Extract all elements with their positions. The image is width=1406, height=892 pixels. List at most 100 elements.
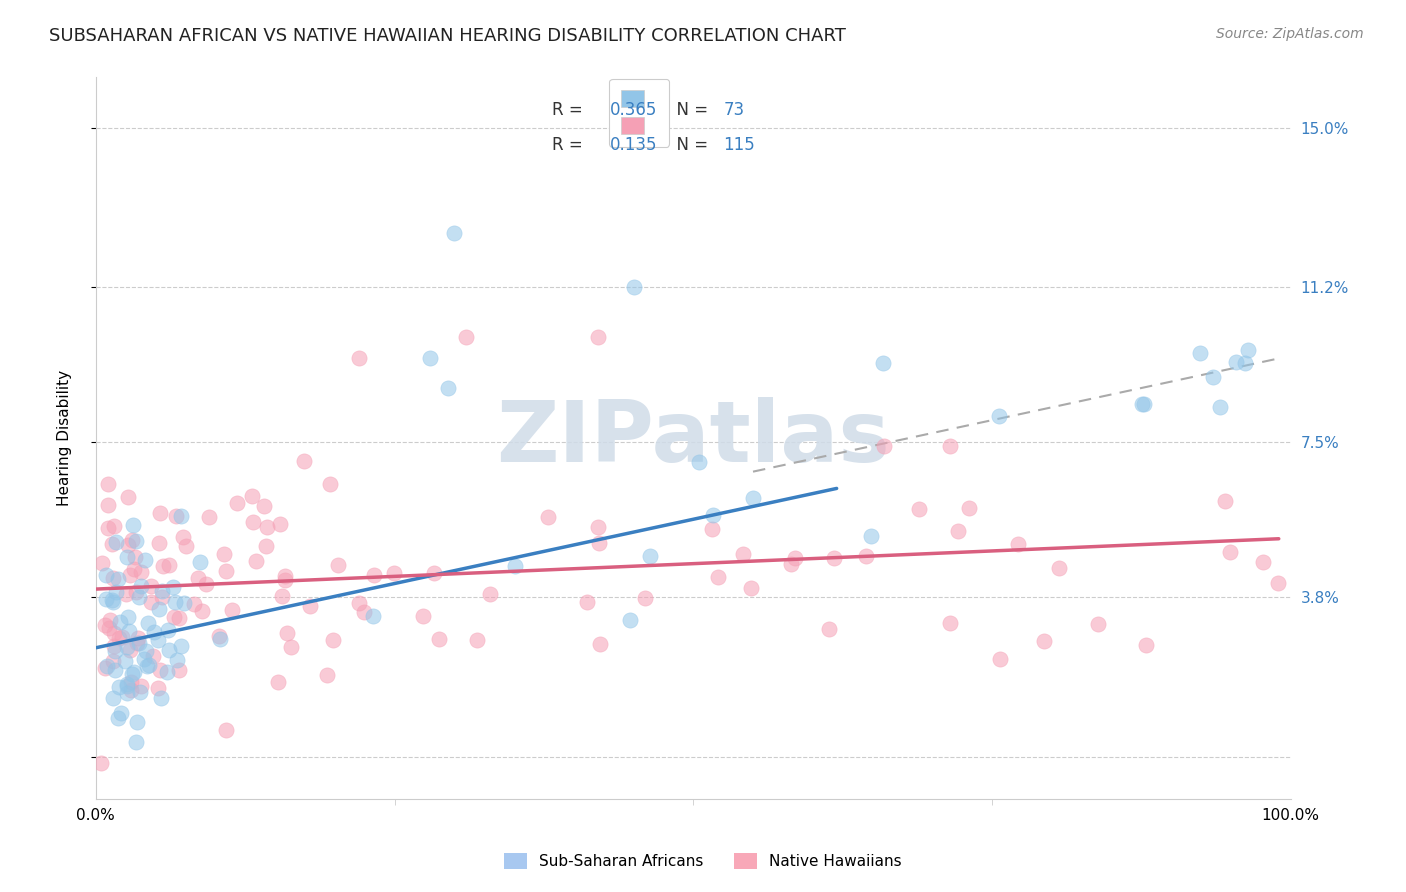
Point [125, 715, 148, 730]
Point [157, 558, 180, 572]
Point [412, 608, 434, 623]
Point [322, 633, 344, 648]
Point [97, 477, 120, 491]
Point [319, 477, 342, 491]
Point [292, 454, 315, 468]
Point [1267, 576, 1289, 591]
Point [225, 496, 247, 510]
Point [174, 539, 197, 553]
Point [427, 632, 450, 647]
Point [101, 592, 124, 607]
Point [1007, 537, 1029, 551]
Point [1202, 370, 1225, 384]
Point [254, 539, 277, 553]
Point [107, 631, 129, 645]
Point [419, 351, 441, 366]
Point [103, 519, 125, 533]
Point [134, 652, 156, 666]
Point [169, 663, 191, 677]
Point [270, 589, 292, 603]
Point [90, 756, 112, 771]
Point [823, 550, 845, 565]
Point [299, 599, 322, 613]
Point [142, 649, 165, 664]
Point [118, 643, 141, 657]
Point [94, 661, 117, 675]
Point [157, 624, 180, 638]
Point [127, 631, 149, 645]
Point [988, 409, 1011, 424]
Point [101, 570, 124, 584]
Point [142, 624, 165, 639]
Point [101, 595, 124, 609]
Legend: Sub-Saharan Africans, Native Hawaiians: Sub-Saharan Africans, Native Hawaiians [498, 847, 908, 875]
Point [115, 680, 138, 694]
Point [94, 617, 117, 632]
Point [465, 632, 488, 647]
Point [1132, 397, 1154, 411]
Point [136, 659, 159, 673]
Point [588, 535, 610, 549]
Point [702, 508, 724, 523]
Point [97, 498, 120, 512]
Point [214, 547, 236, 561]
Point [859, 529, 882, 543]
Point [129, 680, 152, 694]
Point [108, 680, 131, 694]
Point [129, 685, 152, 699]
Text: R =: R = [553, 101, 588, 119]
Point [110, 706, 132, 720]
Point [326, 558, 349, 572]
Point [688, 455, 710, 469]
Point [783, 551, 806, 566]
Point [939, 438, 962, 452]
Point [163, 610, 186, 624]
Point [740, 581, 762, 595]
Point [873, 439, 896, 453]
Point [131, 579, 153, 593]
Point [586, 520, 609, 534]
Point [108, 615, 131, 630]
Text: 73: 73 [723, 101, 744, 119]
Point [1033, 634, 1056, 648]
Point [280, 640, 302, 654]
Point [139, 594, 162, 608]
Point [139, 579, 162, 593]
Point [269, 516, 291, 531]
Point [121, 518, 143, 533]
Point [128, 636, 150, 650]
Point [183, 597, 205, 611]
Point [503, 558, 526, 573]
Point [111, 630, 134, 644]
Point [124, 735, 146, 749]
Point [120, 683, 142, 698]
Point [152, 559, 174, 574]
Point [948, 524, 970, 538]
Text: N =: N = [666, 136, 713, 154]
Point [138, 657, 160, 672]
Point [589, 637, 612, 651]
Point [779, 558, 801, 572]
Point [157, 643, 180, 657]
Point [194, 577, 217, 591]
Point [118, 567, 141, 582]
Point [253, 499, 276, 513]
Point [146, 681, 169, 696]
Point [908, 501, 931, 516]
Point [114, 654, 136, 668]
Point [122, 562, 145, 576]
Point [128, 591, 150, 605]
Point [101, 690, 124, 705]
Point [124, 550, 146, 565]
Point [91, 556, 114, 570]
Point [191, 605, 214, 619]
Point [1130, 396, 1153, 410]
Point [215, 564, 238, 578]
Point [1209, 401, 1232, 415]
Point [165, 595, 187, 609]
Point [276, 625, 298, 640]
Point [96, 659, 118, 673]
Point [479, 587, 502, 601]
Point [315, 668, 337, 682]
Point [382, 566, 405, 581]
